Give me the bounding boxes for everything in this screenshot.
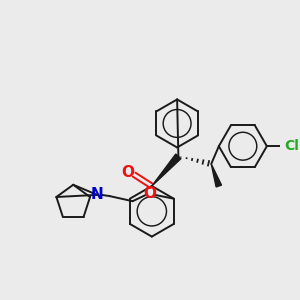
Text: O: O xyxy=(121,165,134,180)
Text: Cl: Cl xyxy=(285,139,299,153)
Text: O: O xyxy=(143,186,156,201)
Polygon shape xyxy=(152,154,181,186)
Text: N: N xyxy=(91,187,103,202)
Polygon shape xyxy=(211,164,221,187)
